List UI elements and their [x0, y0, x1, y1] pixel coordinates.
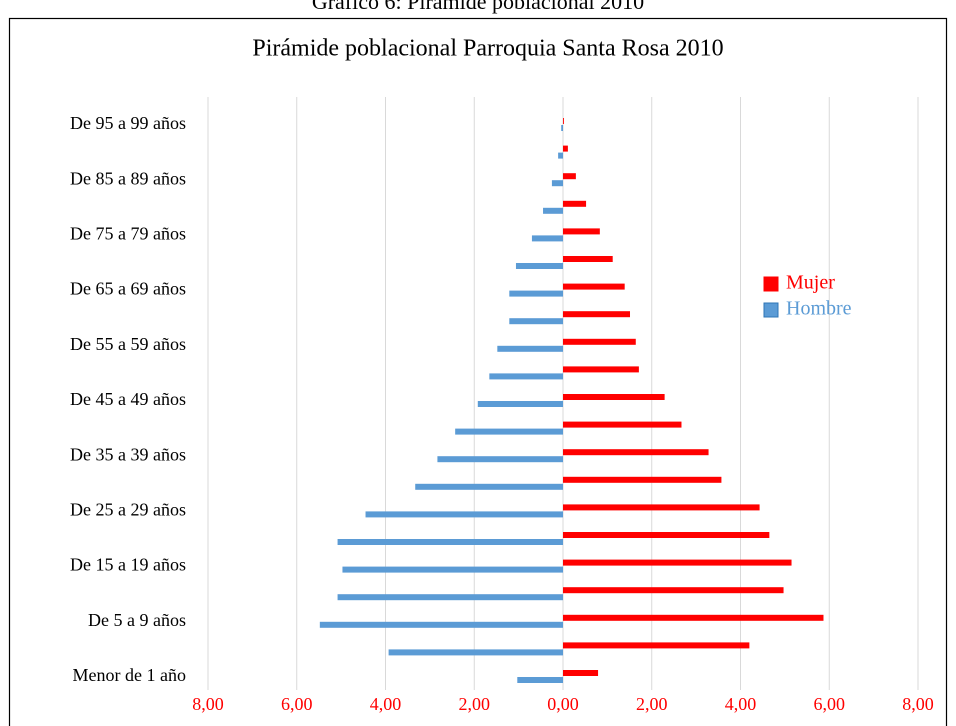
- bar: [563, 532, 770, 538]
- x-tick-label: 2,00: [636, 694, 668, 714]
- y-tick-label: De 85 a 89 años: [70, 168, 186, 188]
- bar: [563, 311, 631, 318]
- bar: [388, 649, 563, 656]
- bar: [563, 173, 576, 180]
- bar: [563, 200, 587, 207]
- x-tick-label: 4,00: [370, 694, 402, 714]
- bar: [551, 180, 563, 187]
- x-tick-label: 6,00: [814, 694, 846, 714]
- bar: [558, 152, 563, 159]
- y-tick-label: De 95 a 99 años: [70, 113, 186, 133]
- x-tick-label: 2,00: [459, 694, 491, 714]
- bar: [563, 118, 564, 124]
- x-tick-label: 8,00: [902, 694, 934, 714]
- y-tick-label: Menor de 1 año: [73, 665, 186, 685]
- y-tick-label: De 15 a 19 años: [70, 555, 186, 575]
- y-tick-label: De 35 a 39 años: [70, 444, 186, 464]
- bar: [337, 539, 563, 545]
- bar: [517, 677, 563, 683]
- bar: [337, 594, 563, 601]
- bar: [515, 263, 563, 269]
- y-tick-label: De 25 a 29 años: [70, 500, 186, 520]
- bar: [563, 338, 636, 345]
- bar: [563, 366, 639, 373]
- bar: [489, 373, 563, 380]
- bar: [342, 566, 563, 573]
- bar: [563, 504, 760, 511]
- bar: [563, 228, 600, 235]
- bar: [477, 401, 563, 407]
- bar: [563, 559, 792, 566]
- chart-title: Pirámide poblacional Parroquia Santa Ros…: [252, 36, 723, 62]
- bar: [497, 345, 563, 352]
- caption: Gráfico 6: Pirámide poblacional 2010: [312, 0, 644, 14]
- chart-frame: [8, 17, 948, 726]
- bar: [563, 642, 750, 649]
- legend-swatch: [763, 302, 779, 318]
- bar: [563, 587, 784, 594]
- bar: [531, 235, 563, 242]
- bar: [563, 421, 682, 428]
- bar: [563, 476, 722, 483]
- bar: [509, 318, 563, 325]
- bar: [455, 428, 563, 435]
- bar: [319, 621, 563, 628]
- bar: [437, 456, 563, 463]
- bar: [563, 449, 709, 456]
- bar: [509, 290, 563, 297]
- y-tick-label: De 45 a 49 años: [70, 389, 186, 409]
- bar: [561, 125, 563, 131]
- x-tick-label: 0,00: [547, 694, 579, 714]
- bar: [415, 483, 563, 490]
- x-tick-label: 6,00: [281, 694, 313, 714]
- bar: [365, 511, 563, 518]
- bar: [563, 256, 613, 262]
- bar: [563, 145, 568, 152]
- legend-swatch: [763, 276, 779, 292]
- legend-label: Mujer: [786, 272, 835, 294]
- bar: [563, 670, 599, 676]
- y-tick-label: De 65 a 69 años: [70, 279, 186, 299]
- bar: [563, 614, 824, 621]
- y-tick-label: De 75 a 79 años: [70, 224, 186, 244]
- x-tick-label: 4,00: [725, 694, 757, 714]
- x-tick-label: 8,00: [192, 694, 224, 714]
- bar: [543, 207, 563, 214]
- legend-label: Hombre: [786, 298, 852, 320]
- bar: [563, 394, 665, 400]
- y-tick-label: De 5 a 9 años: [88, 610, 186, 630]
- y-tick-label: De 55 a 59 años: [70, 334, 186, 354]
- bar: [563, 283, 625, 290]
